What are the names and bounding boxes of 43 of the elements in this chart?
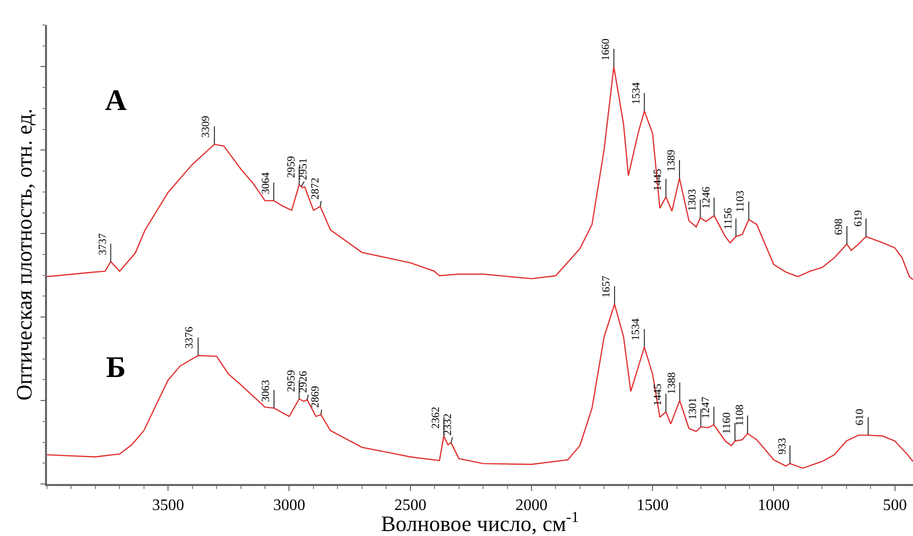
annotation: 1160: [720, 412, 733, 434]
text: А: [105, 84, 127, 117]
annotation: 3309: [200, 115, 212, 138]
annotation: 1246: [700, 186, 712, 209]
annotation: 2926: [297, 370, 310, 393]
annotation: 1445: [652, 168, 664, 191]
y-axis-title: Оптическая плотность, отн. ед.: [12, 108, 37, 401]
annotation: 2959: [285, 155, 298, 178]
x-tick-label: 1000: [758, 496, 790, 514]
annotation: 1445: [652, 383, 664, 406]
annotation: 610: [854, 408, 866, 426]
annotation: 1301: [686, 398, 699, 420]
annotation: 1660: [600, 38, 612, 61]
x-tick-label: 3000: [273, 496, 306, 514]
x-tick-label: 2500: [394, 496, 426, 514]
annotation: 3064: [260, 172, 272, 194]
annotation: 1103: [734, 190, 746, 212]
annotation: 2362: [430, 406, 442, 429]
annotation: 3737: [97, 232, 110, 256]
annotation: 2872: [310, 178, 322, 200]
x-tick-label: 3500: [152, 496, 184, 514]
annotation: 1303: [686, 188, 699, 212]
annotation: 698: [832, 218, 845, 235]
annotation: 1534: [630, 82, 642, 104]
annotation: 619: [852, 210, 864, 227]
annotation: 1657: [600, 275, 612, 298]
annotation: 1534: [630, 318, 642, 340]
annotation: 2951: [297, 158, 310, 180]
annotation: 1388: [666, 372, 678, 394]
x-tick-label: 2000: [515, 496, 548, 514]
x-tick-label: 1500: [636, 496, 669, 514]
annotation: 3063: [260, 380, 272, 402]
annotation: 2959: [285, 370, 298, 392]
annotation: 2332: [442, 413, 454, 436]
annotation: 1247: [700, 396, 712, 419]
annotation: 933: [776, 437, 788, 454]
annotation: 1156: [722, 207, 734, 230]
annotation: 1389: [665, 149, 678, 172]
series-label: Б: [106, 351, 126, 384]
annotation: 3376: [184, 326, 196, 349]
annotation: 1108: [734, 404, 746, 426]
annotation: 2869: [309, 385, 322, 408]
x-tick-label: 500: [882, 496, 907, 514]
